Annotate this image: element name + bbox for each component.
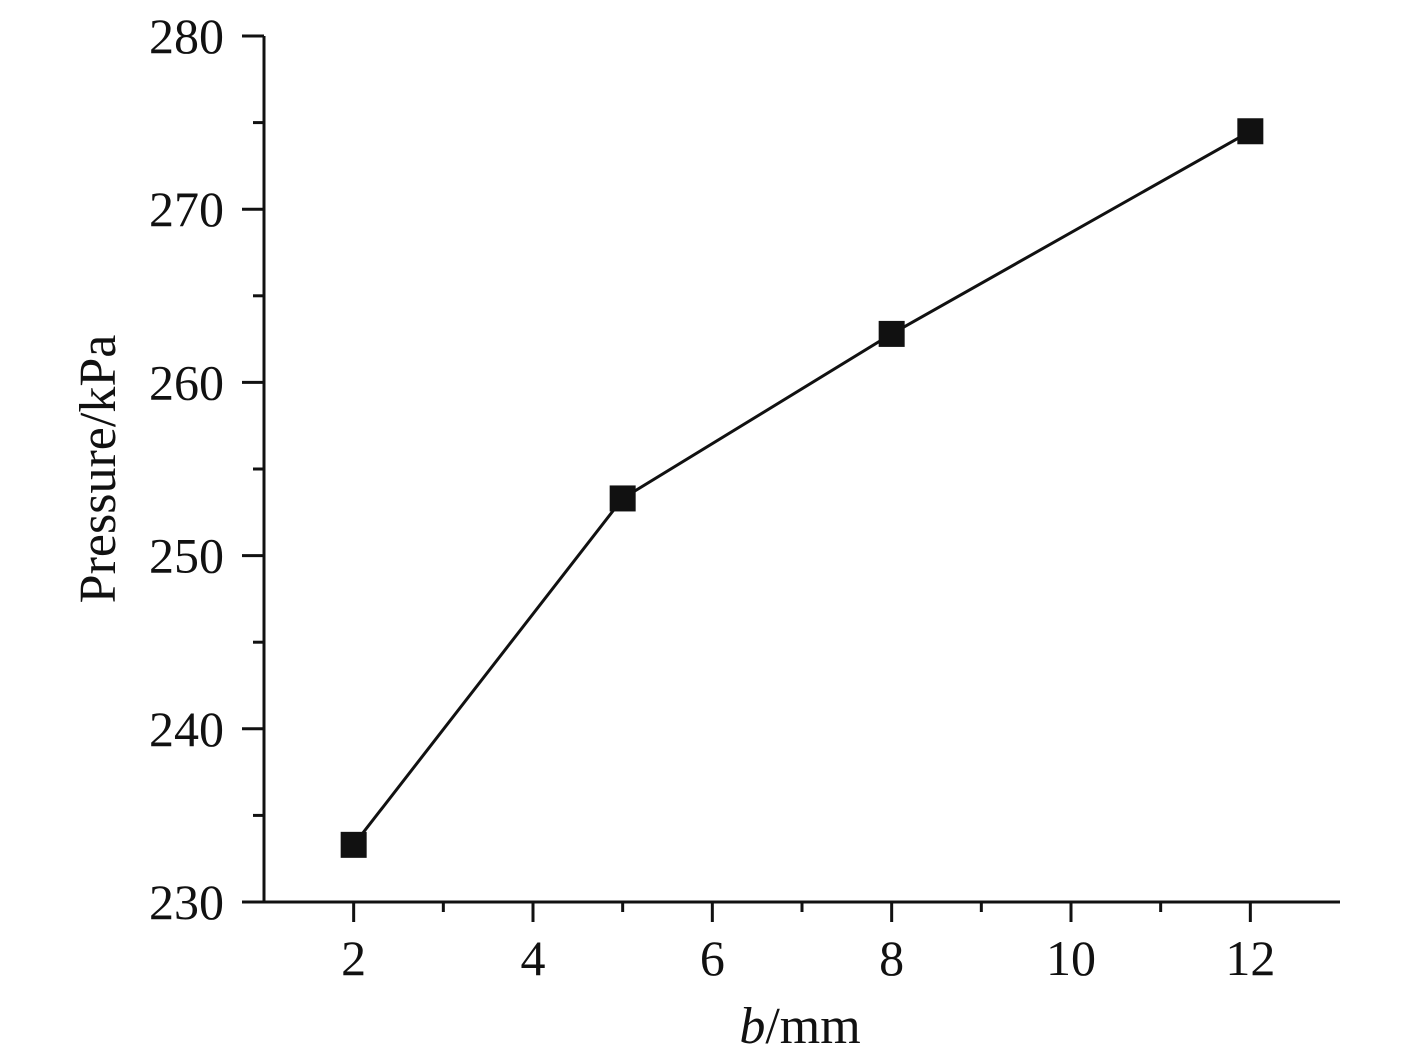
x-tick-label: 6 (700, 930, 725, 986)
data-point-marker (340, 831, 367, 858)
y-tick-label: 280 (149, 8, 224, 64)
y-tick-label: 270 (149, 181, 224, 237)
data-point-marker (878, 320, 905, 347)
series-line (352, 129, 1252, 846)
series (340, 118, 1264, 858)
data-point-marker (1237, 118, 1264, 145)
y-tick-label: 260 (149, 354, 224, 410)
axes (262, 36, 1340, 904)
x-tick-label: 2 (341, 930, 366, 986)
x-axis-label-variable: b (739, 998, 765, 1055)
ticks: 230 240 250 260 270 280 2 4 6 8 10 12 (149, 8, 1275, 986)
data-point-marker (609, 485, 636, 512)
x-axis-label: b/mm (739, 998, 860, 1055)
y-axis-label: Pressure/kPa (70, 335, 127, 604)
axis-labels: Pressure/kPa b/mm (70, 335, 861, 1055)
x-tick-label: 4 (521, 930, 546, 986)
x-tick-label: 10 (1046, 930, 1096, 986)
x-tick-label: 8 (879, 930, 904, 986)
x-axis-label-unit: /mm (765, 998, 860, 1055)
y-tick-label: 230 (149, 874, 224, 930)
y-tick-label: 240 (149, 701, 224, 757)
x-tick-label: 12 (1225, 930, 1275, 986)
y-tick-label: 250 (149, 528, 224, 584)
